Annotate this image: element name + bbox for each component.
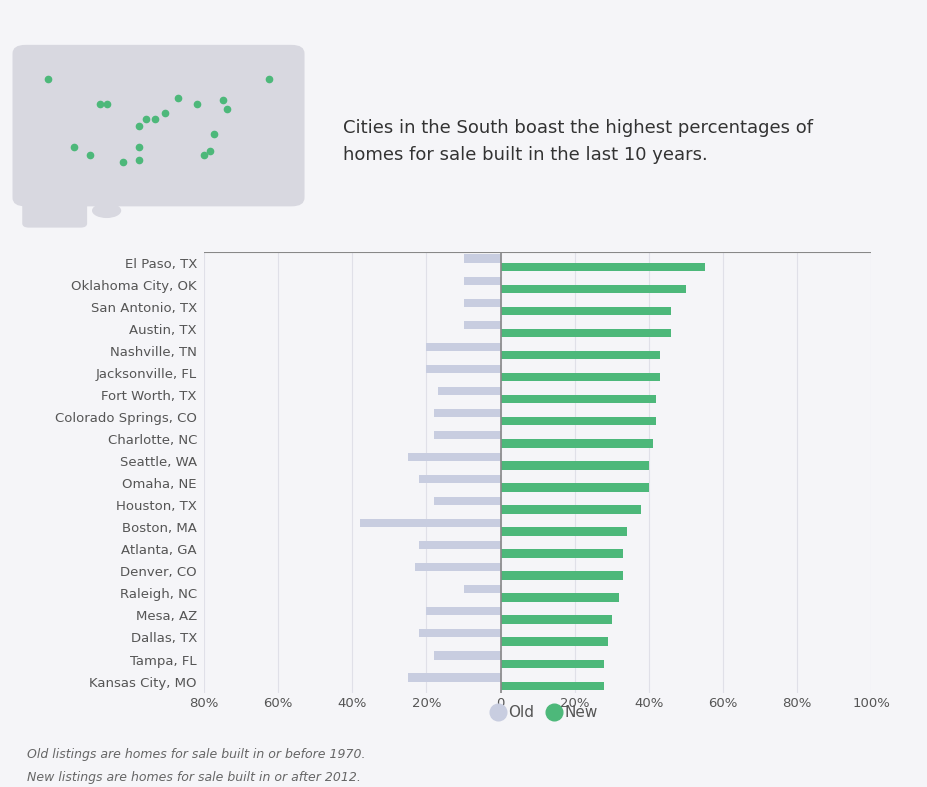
Bar bbox=[419, 475, 501, 483]
Text: Cities in the South boast the highest percentages of
homes for sale built in the: Cities in the South boast the highest pe… bbox=[343, 120, 813, 164]
Bar bbox=[464, 320, 501, 329]
Bar bbox=[501, 285, 686, 294]
Bar bbox=[501, 351, 660, 360]
Bar bbox=[419, 541, 501, 549]
Bar bbox=[434, 408, 501, 417]
Bar bbox=[501, 682, 604, 690]
Bar bbox=[501, 417, 656, 426]
Bar bbox=[501, 615, 612, 624]
Bar bbox=[501, 637, 608, 646]
Bar bbox=[501, 483, 649, 492]
Bar bbox=[426, 364, 501, 373]
Ellipse shape bbox=[92, 203, 121, 218]
Text: New: New bbox=[565, 704, 598, 720]
FancyBboxPatch shape bbox=[22, 185, 87, 227]
Bar bbox=[426, 607, 501, 615]
Bar bbox=[501, 439, 653, 448]
Bar bbox=[501, 571, 623, 580]
Bar bbox=[464, 298, 501, 307]
Text: New listings are homes for sale built in or after 2012.: New listings are homes for sale built in… bbox=[28, 771, 362, 785]
Bar bbox=[501, 549, 623, 558]
Bar bbox=[434, 651, 501, 660]
Bar bbox=[426, 342, 501, 351]
Bar bbox=[501, 373, 660, 382]
Bar bbox=[408, 673, 501, 682]
Bar bbox=[360, 519, 501, 527]
Bar bbox=[501, 307, 671, 316]
Bar bbox=[408, 453, 501, 461]
Bar bbox=[501, 329, 671, 338]
Text: Old listings are homes for sale built in or before 1970.: Old listings are homes for sale built in… bbox=[28, 748, 366, 761]
Bar bbox=[501, 461, 649, 470]
Bar bbox=[501, 505, 641, 514]
Bar bbox=[419, 629, 501, 637]
Bar bbox=[501, 263, 705, 272]
Bar bbox=[501, 593, 619, 602]
Bar bbox=[415, 563, 501, 571]
FancyBboxPatch shape bbox=[12, 45, 304, 206]
Text: Old: Old bbox=[508, 704, 534, 720]
Bar bbox=[434, 430, 501, 439]
Bar bbox=[464, 585, 501, 593]
Bar bbox=[438, 386, 501, 395]
Bar bbox=[501, 660, 604, 668]
Bar bbox=[434, 497, 501, 505]
Bar bbox=[501, 395, 656, 404]
Bar bbox=[464, 276, 501, 285]
Bar bbox=[501, 527, 627, 536]
Bar bbox=[464, 254, 501, 263]
